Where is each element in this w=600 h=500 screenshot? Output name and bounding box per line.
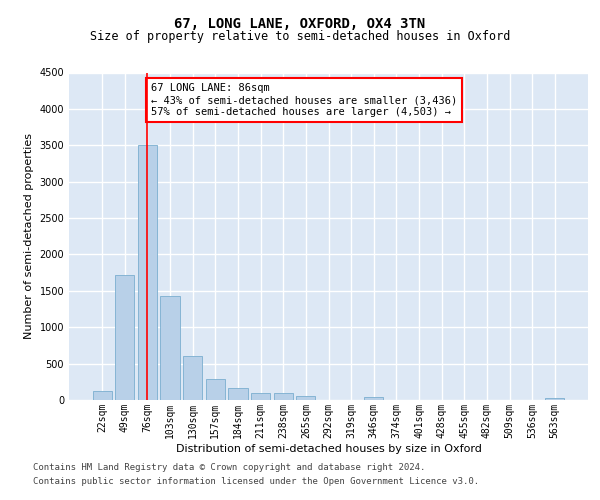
Bar bbox=[115, 275, 134, 400]
Text: 67 LONG LANE: 86sqm
← 43% of semi-detached houses are smaller (3,436)
57% of sem: 67 LONG LANE: 86sqm ← 43% of semi-detach… bbox=[151, 84, 457, 116]
Bar bbox=[160, 296, 180, 400]
Text: 67, LONG LANE, OXFORD, OX4 3TN: 67, LONG LANE, OXFORD, OX4 3TN bbox=[175, 18, 425, 32]
Text: Contains public sector information licensed under the Open Government Licence v3: Contains public sector information licen… bbox=[33, 477, 479, 486]
Bar bbox=[364, 397, 383, 400]
Text: Contains HM Land Registry data © Crown copyright and database right 2024.: Contains HM Land Registry data © Crown c… bbox=[33, 464, 425, 472]
Bar bbox=[545, 398, 565, 400]
X-axis label: Distribution of semi-detached houses by size in Oxford: Distribution of semi-detached houses by … bbox=[176, 444, 481, 454]
Text: Size of property relative to semi-detached houses in Oxford: Size of property relative to semi-detach… bbox=[90, 30, 510, 43]
Bar bbox=[138, 146, 157, 400]
Bar bbox=[183, 356, 202, 400]
Bar bbox=[251, 392, 270, 400]
Bar bbox=[229, 388, 248, 400]
Bar bbox=[274, 394, 293, 400]
Bar bbox=[206, 379, 225, 400]
Y-axis label: Number of semi-detached properties: Number of semi-detached properties bbox=[24, 133, 34, 339]
Bar bbox=[296, 396, 316, 400]
Bar bbox=[92, 392, 112, 400]
